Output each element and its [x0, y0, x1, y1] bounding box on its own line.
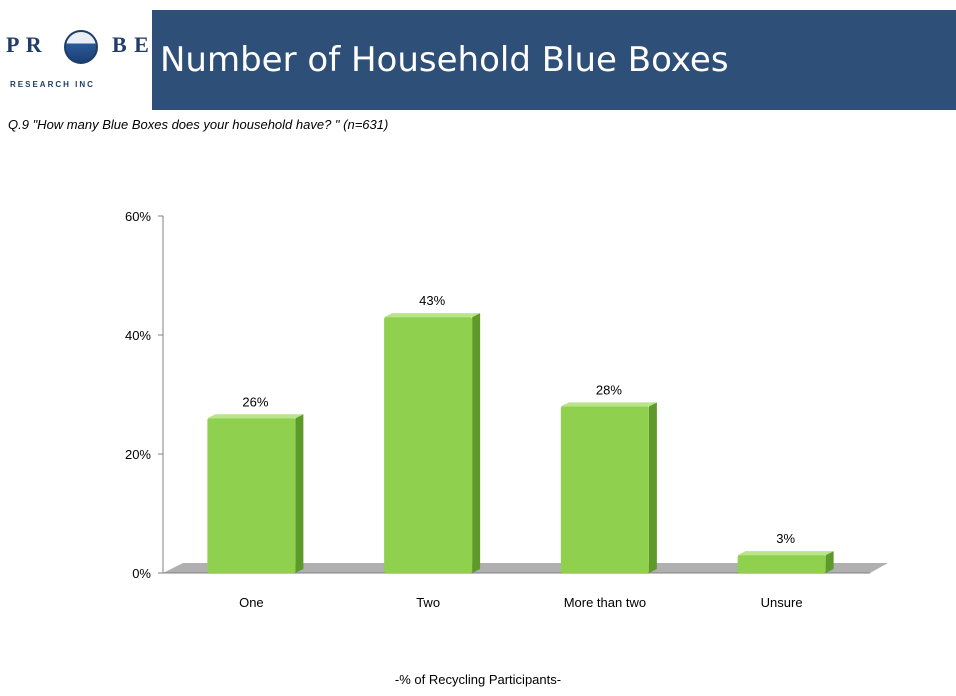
bar	[737, 555, 826, 573]
x-tick-label: Unsure	[761, 595, 803, 610]
data-label: 26%	[242, 394, 268, 409]
x-tick-label: Two	[416, 595, 440, 610]
logo-subtext: RESEARCH INC	[10, 80, 95, 89]
y-tick-label: 20%	[125, 447, 151, 462]
page-title: Number of Household Blue Boxes	[160, 40, 729, 80]
bar-side	[472, 313, 481, 573]
bar	[560, 406, 649, 573]
logo-text-left: P R	[6, 32, 43, 57]
x-tick-label: One	[239, 595, 264, 610]
probe-research-logo: P R B E RESEARCH INC	[0, 0, 152, 110]
bar-top	[384, 313, 481, 318]
y-tick-label: 60%	[125, 209, 151, 224]
footer-label: -% of Recycling Participants-	[394, 672, 562, 687]
bar	[384, 317, 473, 573]
bar-top	[207, 414, 304, 419]
bar	[207, 418, 296, 573]
bar-side	[825, 551, 834, 573]
y-tick-label: 0%	[132, 566, 151, 581]
bar-top	[737, 551, 834, 556]
x-tick-label: More than two	[564, 595, 646, 610]
logo-circle-icon	[64, 30, 98, 64]
chart-floor	[163, 563, 888, 573]
survey-question: Q.9 "How many Blue Boxes does your house…	[8, 117, 389, 132]
header-band	[152, 10, 956, 110]
y-tick-label: 40%	[125, 328, 151, 343]
data-label: 43%	[419, 293, 445, 308]
logo-text-right: B E	[112, 32, 150, 57]
bar-top	[560, 402, 657, 407]
data-label: 28%	[596, 382, 622, 397]
bar-side	[295, 414, 304, 573]
data-label: 3%	[776, 531, 795, 546]
bar-side	[648, 402, 657, 573]
